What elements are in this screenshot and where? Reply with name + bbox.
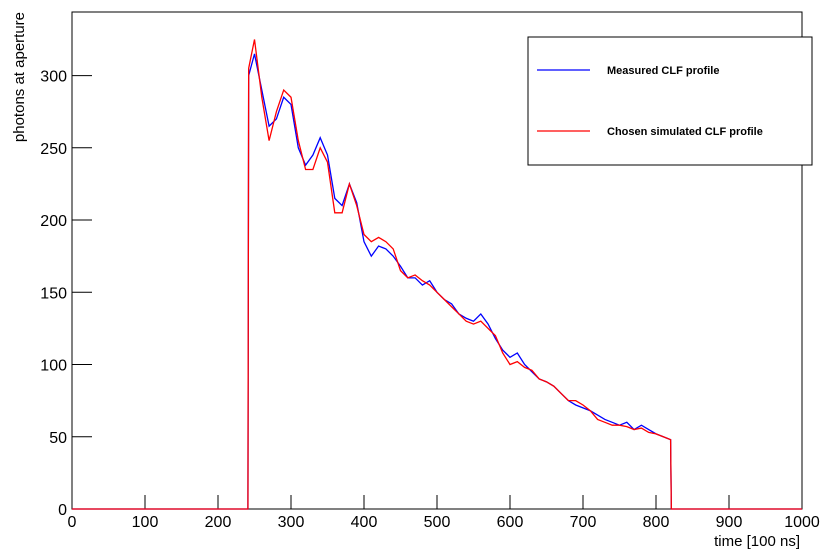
x-tick-label: 600 <box>497 514 524 531</box>
x-tick-label: 900 <box>716 514 743 531</box>
x-tick-label: 100 <box>132 514 159 531</box>
x-tick-label: 800 <box>643 514 670 531</box>
x-tick-label: 400 <box>351 514 378 531</box>
x-tick-label: 300 <box>278 514 305 531</box>
y-tick-label: 100 <box>40 358 67 375</box>
y-tick-label: 200 <box>40 213 67 230</box>
y-axis-title: photons at aperture <box>11 12 28 142</box>
x-tick-label: 500 <box>424 514 451 531</box>
x-tick-label: 200 <box>205 514 232 531</box>
x-tick-label: 0 <box>68 514 77 531</box>
x-tick-label: 1000 <box>784 514 820 531</box>
legend-box <box>527 36 813 166</box>
y-tick-label: 150 <box>40 285 67 302</box>
y-tick-label: 0 <box>58 502 67 519</box>
x-axis-title: time [100 ns] <box>714 533 800 550</box>
y-tick-label: 300 <box>40 69 67 86</box>
legend-label: Measured CLF profile <box>607 65 719 77</box>
x-tick-label: 700 <box>570 514 597 531</box>
data-line <box>72 39 802 510</box>
legend-label: Chosen simulated CLF profile <box>607 126 763 138</box>
y-tick-label: 50 <box>49 430 67 447</box>
y-tick-label: 250 <box>40 141 67 158</box>
